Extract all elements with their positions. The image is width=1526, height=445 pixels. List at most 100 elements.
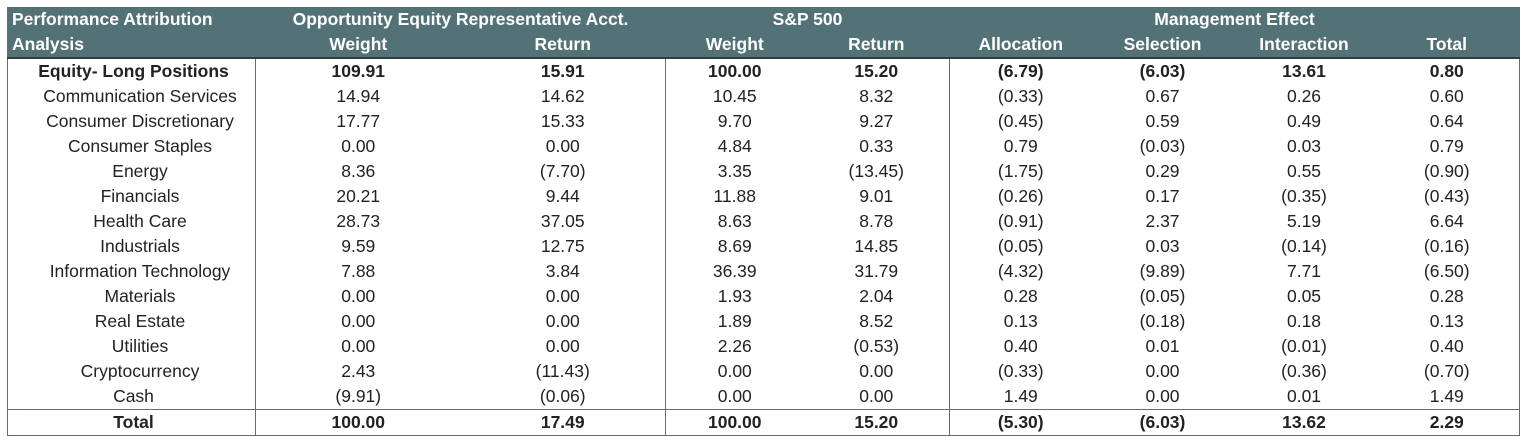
table-row: Consumer Staples 0.00 0.00 4.84 0.33 0.79 (0.0… [7,134,1521,159]
cell-account-weight: 109.91 [255,57,461,84]
cell-index-weight: 0.00 [665,384,804,410]
cell-interaction: 0.01 [1286,386,1322,406]
cell-index-return: 8.78 [803,209,951,234]
row-label: Real Estate [7,309,256,334]
cell-index-weight: 100.00 [665,409,804,436]
row-label: Health Care [7,209,256,234]
cell-account-return: 0.00 [460,334,666,359]
cell-index-return: 9.01 [803,184,951,209]
cell-total: 0.40 [1374,334,1521,359]
cell-selection: 0.59 [1145,111,1180,131]
row-label: Materials [7,284,256,309]
table-row: Utilities 0.00 0.00 2.26 (0.53) 0.40 0.01 (0.01… [7,334,1521,359]
table-row: Materials 0.00 0.00 1.93 2.04 0.28 (0.05) 0.05 0… [7,284,1521,309]
cell-allocation: (0.05) [949,234,1092,259]
cell-account-return: 14.62 [460,84,666,109]
cell-account-return: 0.00 [460,134,666,159]
row-label: Industrials [7,234,256,259]
row-label: Cash [7,384,256,410]
cell-index-return: 8.32 [803,84,951,109]
cell-interaction: (0.01) [1281,336,1327,356]
cell-index-return: 8.52 [803,309,951,334]
cell-interaction: 5.19 [1286,211,1322,231]
table-row: Health Care 28.73 37.05 8.63 8.78 (0.91) 2.37 5… [7,209,1521,234]
cell-account-weight: 0.00 [255,284,461,309]
cell-interaction: (0.35) [1281,186,1327,206]
row-label: Total [7,409,256,436]
cell-total: (0.90) [1374,159,1521,184]
cell-account-weight: 0.00 [255,309,461,334]
cell-index-return: 0.33 [803,134,951,159]
cell-total: 0.64 [1374,109,1521,134]
cell-account-return: 0.00 [460,284,666,309]
cell-total: 0.28 [1374,284,1521,309]
cell-account-weight: 0.00 [255,334,461,359]
cell-interaction: 0.03 [1286,136,1322,156]
cell-index-weight: 1.89 [665,309,804,334]
cell-account-return: 15.33 [460,109,666,134]
cell-account-return: 17.49 [460,409,666,436]
cell-index-weight: 8.63 [665,209,804,234]
col-header-selection: Selection [1091,32,1234,59]
header-title-line1: Performance Attribution [7,7,256,32]
header-row-groups: Performance Attribution Opportunity Equi… [7,7,1521,32]
attribution-table-container: Performance Attribution Opportunity Equi… [7,7,1521,436]
cell-total: 0.80 [1374,57,1521,84]
group-header-account: Opportunity Equity Representative Acct. [255,7,666,32]
cell-account-weight: 17.77 [255,109,461,134]
cell-selection: 0.00 [1145,386,1180,406]
cell-account-return: (11.43) [460,359,666,384]
cell-interaction: 13.61 [1233,57,1375,84]
cell-allocation: 0.79 [949,134,1092,159]
cell-index-return: 2.04 [803,284,951,309]
cell-index-return: 0.00 [803,384,951,410]
cell-selection: 0.00 [1145,361,1180,381]
cell-allocation: (0.33) [949,84,1092,109]
col-header-total: Total [1374,32,1521,59]
cell-account-weight: 2.43 [255,359,461,384]
table-row: Cryptocurrency 2.43 (11.43) 0.00 0.00 (0.33) 0… [7,359,1521,384]
cell-selection: (6.03) [1091,409,1234,436]
row-label: Cryptocurrency [7,359,256,384]
header-title-line2: Analysis [7,32,256,59]
cell-index-weight: 3.35 [665,159,804,184]
cell-index-weight: 11.88 [665,184,804,209]
cell-index-return: 14.85 [803,234,951,259]
attribution-table: Performance Attribution Opportunity Equi… [7,7,1521,436]
cell-index-return: 9.27 [803,109,951,134]
cell-account-return: 15.91 [460,57,666,84]
cell-account-weight: 20.21 [255,184,461,209]
cell-account-weight: 9.59 [255,234,461,259]
cell-account-weight: 100.00 [255,409,461,436]
table-row: Industrials 9.59 12.75 8.69 14.85 (0.05) 0.03 (… [7,234,1521,259]
cell-total: 1.49 [1374,384,1521,410]
cell-account-weight: 28.73 [255,209,461,234]
cell-index-return: 15.20 [803,57,951,84]
cell-interaction: 0.05 [1286,286,1322,306]
col-header-interaction: Interaction [1233,32,1375,59]
row-label: Consumer Discretionary [7,109,256,134]
cell-selection: (0.05) [1139,286,1186,306]
cell-selection: 0.17 [1145,186,1180,206]
col-header-allocation: Allocation [949,32,1092,59]
cell-account-return: 12.75 [460,234,666,259]
table-row: Information Technology 7.88 3.84 36.39 31.79… [7,259,1521,284]
col-header-account-return: Return [460,32,666,59]
cell-account-return: 3.84 [460,259,666,284]
cell-index-return: 31.79 [803,259,951,284]
row-label: Energy [7,159,256,184]
table-row: Total 100.00 17.49 100.00 15.20 (5.30) (6.03) 1… [7,409,1521,436]
cell-total: 0.79 [1374,134,1521,159]
cell-index-return: 0.00 [803,359,951,384]
cell-total: (0.70) [1374,359,1521,384]
col-header-index-weight: Weight [665,32,804,59]
cell-account-return: (7.70) [460,159,666,184]
cell-index-weight: 1.93 [665,284,804,309]
cell-allocation: 0.28 [949,284,1092,309]
cell-index-return: (13.45) [803,159,951,184]
cell-index-weight: 4.84 [665,134,804,159]
cell-total: 6.64 [1374,209,1521,234]
cell-selection: (6.03) [1091,57,1234,84]
cell-index-return: 15.20 [803,409,951,436]
cell-interaction: 0.55 [1286,161,1322,181]
